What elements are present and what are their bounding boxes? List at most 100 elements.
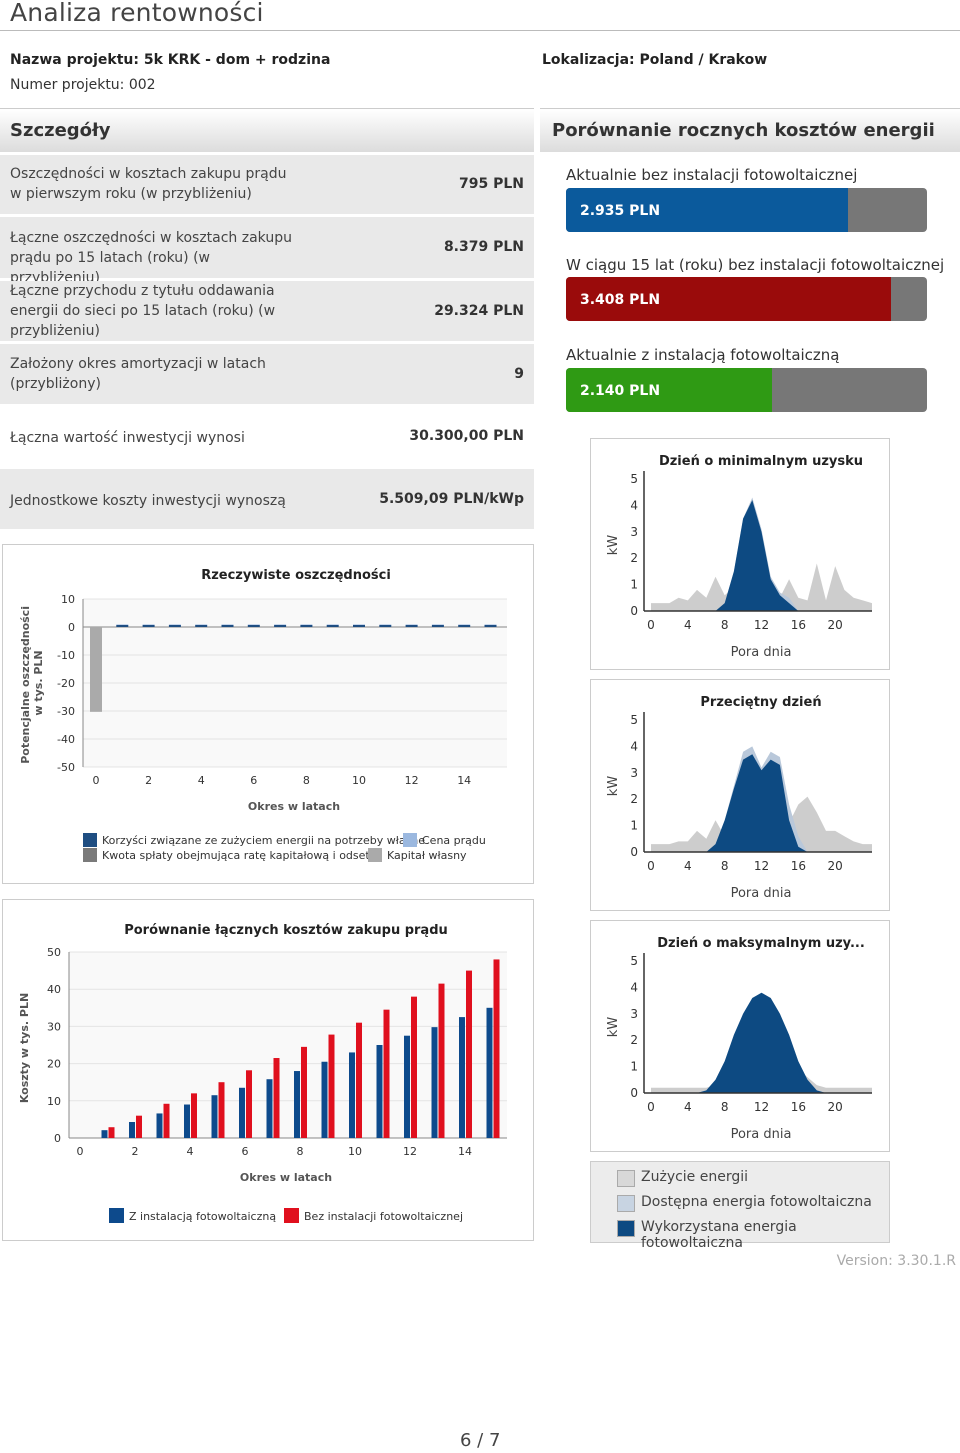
x-tick-label: 16 — [791, 1100, 806, 1114]
detail-value: 9 — [514, 366, 524, 382]
y-tick-label: 2 — [630, 792, 638, 806]
bar-without-pv — [438, 983, 445, 1138]
bar-without-pv — [163, 1103, 170, 1138]
y-axis-label: kW — [606, 535, 621, 556]
x-tick-label: 2 — [132, 1145, 139, 1158]
x-tick-label: 6 — [250, 774, 257, 787]
y-tick-label: -20 — [57, 677, 75, 690]
x-tick-label: 0 — [647, 859, 655, 873]
project-number: Numer projektu: 002 — [10, 77, 156, 93]
detail-value: 8.379 PLN — [443, 239, 524, 255]
bar-energy-price — [484, 624, 497, 625]
area-used-pv — [651, 992, 872, 1093]
cost-bar-current: 2.935 PLN — [566, 188, 927, 232]
detail-value: 5.509,09 PLN/kWp — [379, 491, 524, 507]
y-axis-label: Potencjalne oszczędności w tys. PLN — [19, 602, 45, 764]
detail-row: Łączne przychodu z tytułu oddawania ener… — [0, 281, 534, 341]
bar-energy-price — [326, 624, 339, 625]
details-heading: Szczegóły — [0, 108, 534, 152]
x-tick-label: 8 — [303, 774, 310, 787]
y-tick-label: 1 — [630, 1060, 638, 1074]
bar-self-consumption — [195, 625, 208, 627]
y-tick-label: 0 — [630, 604, 638, 618]
detail-row: Jednostkowe koszty inwestycji wynoszą 5.… — [0, 469, 534, 529]
x-tick-label: 12 — [754, 1100, 769, 1114]
day-max-plot-area: 5 4 3 2 1 00 4 8 12 16 20 — [630, 953, 872, 1114]
x-tick-label: 8 — [297, 1145, 304, 1158]
bar-without-pv — [383, 1009, 390, 1138]
bar-with-pv — [486, 1007, 493, 1138]
bar-self-consumption — [431, 625, 444, 627]
bar-self-consumption — [405, 625, 418, 627]
y-tick-label: -30 — [57, 705, 75, 718]
y-tick-label: 3 — [630, 766, 638, 780]
area-consumption — [651, 775, 872, 852]
x-tick-label: 20 — [828, 618, 843, 632]
legend-swatch — [617, 1170, 635, 1187]
bar-with-pv — [376, 1045, 383, 1138]
comparison-heading: Porównanie rocznych kosztów energii — [540, 108, 960, 152]
y-axis-label: kW — [606, 1017, 621, 1038]
y-tick-label: -50 — [57, 761, 75, 774]
legend-label: Korzyści związane ze zużyciem energii na… — [102, 834, 425, 847]
x-tick-label: 12 — [754, 859, 769, 873]
comparison-label: W ciągu 15 lat (roku) bez instalacji fot… — [566, 256, 945, 274]
bar-self-consumption — [300, 625, 313, 627]
x-tick-label: 0 — [93, 774, 100, 787]
y-tick-label: 2 — [630, 551, 638, 565]
legend-label: Cena prądu — [422, 834, 486, 847]
day-avg-plot-area: 5 4 3 2 1 00 4 8 12 16 20 — [630, 712, 872, 873]
bar-energy-price — [405, 624, 418, 625]
bar-without-pv — [356, 1022, 362, 1138]
bar-self-consumption — [379, 625, 392, 627]
x-axis-label: Okres w latach — [240, 1171, 332, 1184]
legend-swatch — [617, 1220, 635, 1237]
x-tick-label: 4 — [198, 774, 205, 787]
x-tick-label: 12 — [403, 1145, 417, 1158]
version-text: Version: 3.30.1.R — [836, 1253, 956, 1269]
y-tick-label: 30 — [47, 1020, 61, 1033]
x-tick-label: 0 — [77, 1145, 84, 1158]
x-tick-label: 14 — [457, 774, 471, 787]
bar-with-pv — [184, 1104, 190, 1138]
detail-label: Łączne przychodu z tytułu oddawania ener… — [10, 283, 276, 339]
x-tick-label: 0 — [647, 1100, 655, 1114]
x-tick-label: 2 — [145, 774, 152, 787]
y-tick-label: -10 — [57, 649, 75, 662]
bar-with-pv — [239, 1087, 245, 1138]
legend-swatch — [403, 833, 417, 847]
bar-energy-price — [431, 624, 444, 625]
bar-energy-price — [247, 624, 260, 625]
bar-with-pv — [129, 1122, 135, 1138]
x-tick-label: 14 — [458, 1145, 472, 1158]
x-tick-label: 16 — [791, 618, 806, 632]
y-tick-label: -40 — [57, 733, 75, 746]
y-axis-label: Koszty w tys. PLN — [18, 993, 31, 1103]
x-tick-label: 10 — [352, 774, 366, 787]
day-max-chart: Dzień o maksymalnym uzy... kW Pora dnia … — [606, 936, 872, 1142]
bar-self-consumption — [142, 625, 155, 627]
bar-energy-price — [353, 624, 365, 625]
bar-energy-price — [142, 624, 155, 625]
bar-energy-price — [274, 624, 287, 625]
day-avg-chart: Przeciętny dzień kW Pora dnia 5 4 3 2 1 00 4 8 1… — [606, 695, 872, 901]
bar-energy-price — [168, 624, 181, 625]
y-tick-label: 0 — [630, 1086, 638, 1100]
area-used-pv — [651, 500, 872, 611]
y-tick-label: 1 — [630, 819, 638, 833]
cost-bar-15-years: 3.408 PLN — [566, 277, 927, 321]
chart-title: Dzień o maksymalnym uzy... — [657, 936, 865, 951]
y-tick-label: 20 — [47, 1058, 61, 1071]
bar-without-pv — [411, 996, 417, 1138]
detail-row: Łączne oszczędności w kosztach zakupu pr… — [0, 217, 534, 286]
page-number: 6 / 7 — [460, 1430, 501, 1451]
bar-with-pv — [321, 1061, 328, 1138]
bar-energy-price — [458, 624, 471, 625]
detail-value: 30.300,00 PLN — [409, 428, 524, 444]
x-axis-label: Pora dnia — [731, 886, 792, 901]
legend-label: Kwota spłaty obejmująca ratę kapitałową … — [102, 849, 379, 862]
y-axis-label-line: w tys. PLN — [32, 650, 45, 715]
bar-equity — [90, 627, 102, 712]
y-axis-label: kW — [606, 776, 621, 797]
detail-value: 795 PLN — [459, 176, 524, 192]
